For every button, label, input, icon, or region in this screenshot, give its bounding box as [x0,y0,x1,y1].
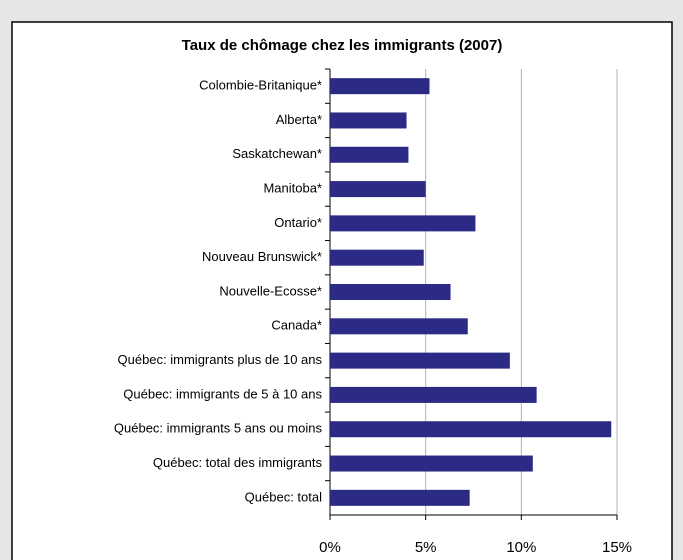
chart-title: Taux de chômage chez les immigrants (200… [182,37,503,54]
bar [330,284,451,300]
x-tick-label: 15% [602,539,632,556]
y-tick-label: Nouveau Brunswick* [202,249,322,264]
bar [330,215,476,232]
bar [330,146,409,163]
x-tick-label: 5% [415,539,437,556]
y-tick-label: Ontario* [274,215,322,230]
y-tick-label: Nouvelle-Ecosse* [219,283,322,298]
y-tick-label: Québec: total [245,489,322,504]
bar [330,455,533,472]
bar [330,112,407,129]
y-tick-label: Saskatchewan* [232,146,322,161]
y-tick-label: Québec: immigrants plus de 10 ans [118,352,323,367]
y-tick-label: Alberta* [276,112,322,127]
y-tick-label: Québec: total des immigrants [153,455,323,470]
bar [330,318,468,335]
y-tick-label: Québec: immigrants 5 ans ou moins [114,421,323,436]
y-tick-label: Manitoba* [263,181,322,196]
bar [330,489,470,506]
bar [330,249,424,266]
x-tick-label: 0% [319,539,341,556]
y-tick-label: Québec: immigrants de 5 à 10 ans [123,386,322,401]
y-tick-label: Canada* [271,318,322,333]
bar [330,352,510,369]
bar [330,78,430,95]
bar [330,386,537,403]
bar [330,421,612,438]
bar [330,181,426,198]
x-tick-label: 10% [506,539,536,556]
y-tick-label: Colombie-Britanique* [199,78,322,93]
